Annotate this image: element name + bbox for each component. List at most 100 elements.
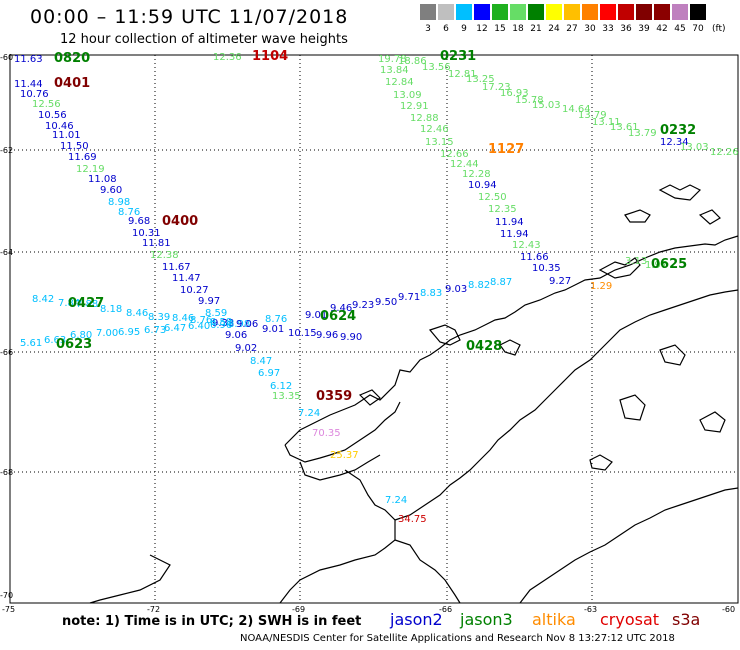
wave-height-value: 7.84 (58, 298, 80, 309)
scale-swatch-2 (456, 4, 472, 20)
wave-height-value: 10.56 (38, 110, 67, 121)
scale-label-14: 45 (674, 24, 686, 34)
lon-label: -75 (2, 605, 15, 614)
wave-height-value: 13.84 (380, 65, 409, 76)
wave-height-value: 12.38 (150, 250, 179, 261)
wave-height-value: 19.78 (378, 54, 407, 65)
wave-height-value: 11.66 (520, 252, 549, 263)
wave-height-value: 13.35 (272, 391, 301, 402)
wave-height-value: 11.81 (142, 238, 171, 249)
lat-label: -60 (0, 53, 13, 62)
scale-label-5: 18 (512, 24, 524, 34)
scale-swatch-6 (528, 4, 544, 20)
wave-height-value: 15.03 (532, 100, 561, 111)
wave-height-value: 10.94 (468, 180, 497, 191)
wave-height-value: 9.68 (128, 216, 150, 227)
lat-label: -64 (0, 248, 13, 257)
lon-label: -66 (439, 605, 452, 614)
wave-height-value: 13.79 (578, 110, 607, 121)
map-title: 00:00 – 11:59 UTC 11/07/2018 (30, 6, 349, 28)
wave-height-value: 12.36 (213, 52, 242, 63)
wave-height-value: 13.56 (422, 62, 451, 73)
wave-height-value: 1.29 (590, 281, 612, 292)
time-label: 0820 (54, 51, 90, 66)
wave-height-value: 8.87 (490, 277, 512, 288)
time-label: 0623 (56, 337, 92, 352)
scale-label-2: 9 (461, 24, 467, 34)
time-label: 0359 (316, 389, 352, 404)
wave-height-value: 12.84 (385, 77, 414, 88)
map-frame (9, 54, 739, 604)
wave-height-value: 9.06 (225, 330, 247, 341)
wave-height-value: 13.03 (680, 142, 709, 153)
scale-label-13: 42 (656, 24, 668, 34)
wave-height-value: 25.37 (330, 450, 359, 461)
lon-label: -60 (722, 605, 735, 614)
wave-height-value: 12.28 (462, 169, 491, 180)
footer-credit: NOAA/NESDIS Center for Satellite Applica… (240, 633, 675, 644)
wave-height-value: 9.60 (100, 185, 122, 196)
wave-height-value: 8.98 (108, 197, 130, 208)
time-label: 1104 (252, 49, 288, 64)
scale-label-8: 27 (566, 24, 578, 34)
wave-height-value: 12.26 (710, 147, 739, 158)
wave-height-value: 13.61 (610, 122, 639, 133)
scale-swatch-10 (600, 4, 616, 20)
wave-height-value: 8.76 (190, 315, 212, 326)
wave-height-value: 8.42 (32, 294, 54, 305)
scale-label-12: 39 (638, 24, 650, 34)
wave-height-value: 11.94 (500, 229, 529, 240)
wave-height-value: 6.47 (164, 323, 186, 334)
mission-cryosat: cryosat (600, 610, 660, 629)
graticule (10, 55, 738, 603)
map-subtitle: 12 hour collection of altimeter wave hei… (60, 32, 348, 47)
wave-height-value: 10.27 (180, 285, 209, 296)
wave-height-value: 10.46 (45, 121, 74, 132)
scale-swatch-4 (492, 4, 508, 20)
wave-height-value: 7.88 (76, 299, 98, 310)
wave-height-value: 6.97 (258, 368, 280, 379)
wave-height-value: 6.80 (70, 330, 92, 341)
wave-height-value: 12.50 (478, 192, 507, 203)
wave-height-value: 12.46 (420, 124, 449, 135)
scale-swatch-12 (636, 4, 652, 20)
wave-height-value: 13.15 (425, 137, 454, 148)
scale-label-7: 24 (548, 24, 560, 34)
wave-height-value: 13.79 (628, 128, 657, 139)
wave-height-value: 9.01 (262, 324, 284, 335)
wave-height-value: 9.71 (398, 292, 420, 303)
wave-height-value: 18.86 (398, 56, 427, 67)
wave-height-value: 10.76 (20, 89, 49, 100)
lon-label: -69 (292, 605, 305, 614)
wave-height-value: 13.25 (466, 74, 495, 85)
wave-height-value: 12.43 (512, 240, 541, 251)
scale-swatch-13 (654, 4, 670, 20)
lon-label: -63 (584, 605, 597, 614)
wave-height-value: 8.98 (228, 319, 250, 330)
wave-height-value: 10.31 (132, 228, 161, 239)
wave-height-value: 12.88 (410, 113, 439, 124)
time-label: 0427 (68, 296, 104, 311)
wave-height-value: 11.01 (52, 130, 81, 141)
wave-height-value: 12.81 (448, 69, 477, 80)
wave-height-value: 9.50 (375, 297, 397, 308)
wave-height-value: 8.76 (265, 314, 287, 325)
wave-height-value: 10.15 (288, 328, 317, 339)
wave-height-value: 8.18 (100, 304, 122, 315)
wave-height-value: 8.82 (468, 280, 490, 291)
wave-height-value: 7.00 (96, 328, 118, 339)
wave-height-value: 6.63 (44, 335, 66, 346)
wave-height-value: 12.66 (440, 149, 469, 160)
scale-swatch-14 (672, 4, 688, 20)
scale-label-0: 3 (425, 24, 431, 34)
wave-height-value: 9.01 (305, 310, 327, 321)
wave-height-value: 8.59 (205, 308, 227, 319)
scale-swatch-11 (618, 4, 634, 20)
wave-height-value: 11.67 (162, 262, 191, 273)
wave-height-value: 6.95 (118, 327, 140, 338)
mission-jason3: jason3 (460, 610, 513, 629)
wave-height-value: 12.19 (76, 164, 105, 175)
time-labels: 0820 1104 0231 0401 0232 1127 0400 0625 0427 0624… (54, 49, 696, 404)
